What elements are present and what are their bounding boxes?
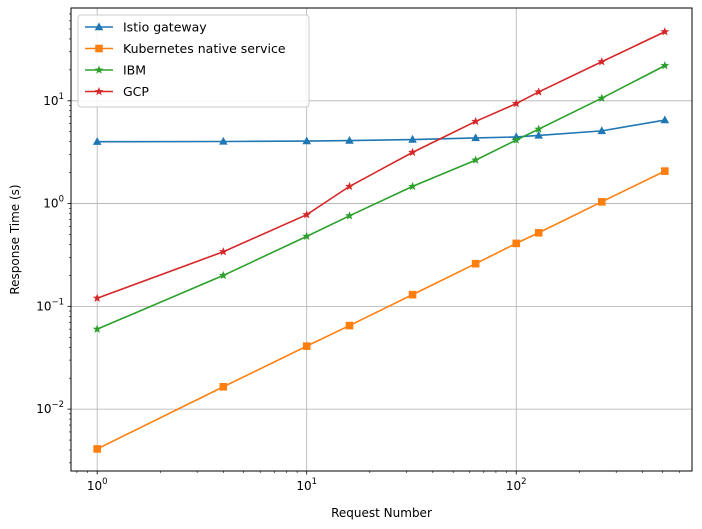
series-layer bbox=[92, 27, 670, 453]
series-1 bbox=[93, 167, 669, 453]
ticks: 100 101 102 10−2 10−1 100 101 bbox=[36, 13, 680, 493]
legend-label: Istio gateway bbox=[123, 20, 207, 35]
y-tick-label: 10−1 bbox=[36, 297, 64, 313]
data-point bbox=[597, 198, 606, 206]
series-2 bbox=[92, 61, 670, 333]
legend-marker bbox=[94, 22, 104, 31]
series-0 bbox=[92, 115, 670, 145]
series-line bbox=[96, 170, 666, 450]
data-point bbox=[408, 290, 417, 299]
data-point bbox=[92, 293, 102, 302]
legend-entry: Istio gateway bbox=[85, 20, 207, 35]
x-tick-label: 100 bbox=[87, 477, 108, 493]
data-point bbox=[92, 137, 102, 145]
legend: Istio gateway Kubernetes native service IB… bbox=[77, 14, 310, 108]
legend-entry: IBM bbox=[85, 63, 146, 78]
x-axis-label: Request Number bbox=[331, 506, 432, 520]
y-tick-label: 10−2 bbox=[36, 400, 64, 416]
series-line bbox=[96, 64, 666, 330]
data-point bbox=[345, 136, 354, 144]
data-point bbox=[471, 259, 480, 268]
legend-marker bbox=[94, 65, 104, 74]
data-point bbox=[471, 116, 480, 126]
data-point bbox=[660, 115, 670, 124]
y-axis-label: Response Time (s) bbox=[8, 184, 22, 294]
x-tick-label: 101 bbox=[296, 477, 317, 493]
y-tick-label: 101 bbox=[43, 92, 64, 108]
plot-frame bbox=[70, 7, 693, 472]
legend-entry: GCP bbox=[85, 84, 149, 99]
data-point bbox=[92, 324, 102, 333]
data-point bbox=[219, 382, 228, 391]
data-point bbox=[471, 155, 480, 164]
data-point bbox=[660, 27, 670, 36]
y-tick-label: 100 bbox=[43, 195, 64, 211]
data-point bbox=[597, 93, 607, 102]
series-3 bbox=[92, 27, 670, 302]
data-point bbox=[534, 124, 544, 133]
data-point bbox=[511, 98, 521, 108]
data-point bbox=[597, 57, 607, 66]
data-point bbox=[218, 247, 228, 256]
data-point bbox=[302, 210, 312, 219]
data-point bbox=[302, 136, 312, 145]
data-point bbox=[218, 270, 228, 280]
data-point bbox=[345, 321, 354, 330]
data-point bbox=[661, 167, 669, 175]
legend-label: IBM bbox=[123, 63, 146, 78]
data-point bbox=[534, 130, 544, 139]
data-point bbox=[302, 342, 311, 350]
legend-marker bbox=[94, 86, 104, 96]
data-point bbox=[302, 231, 312, 241]
series-line bbox=[97, 119, 665, 143]
series-line bbox=[96, 31, 666, 299]
data-point bbox=[471, 133, 480, 142]
data-point bbox=[219, 136, 228, 145]
data-point bbox=[534, 228, 543, 237]
legend-entry: Kubernetes native service bbox=[85, 41, 286, 56]
data-point bbox=[660, 61, 670, 70]
legend-marker bbox=[95, 44, 103, 53]
data-point bbox=[408, 147, 417, 157]
data-point bbox=[534, 87, 544, 96]
data-point bbox=[93, 445, 101, 453]
data-point bbox=[512, 239, 521, 248]
legend-label: GCP bbox=[123, 84, 149, 99]
data-point bbox=[511, 135, 521, 144]
legend-label: Kubernetes native service bbox=[123, 41, 286, 56]
legend-box bbox=[77, 14, 310, 108]
data-point bbox=[408, 134, 417, 143]
data-point bbox=[597, 126, 607, 135]
x-tick-label: 102 bbox=[506, 477, 527, 493]
data-point bbox=[345, 181, 354, 191]
data-point bbox=[345, 211, 354, 220]
data-point bbox=[408, 181, 417, 191]
